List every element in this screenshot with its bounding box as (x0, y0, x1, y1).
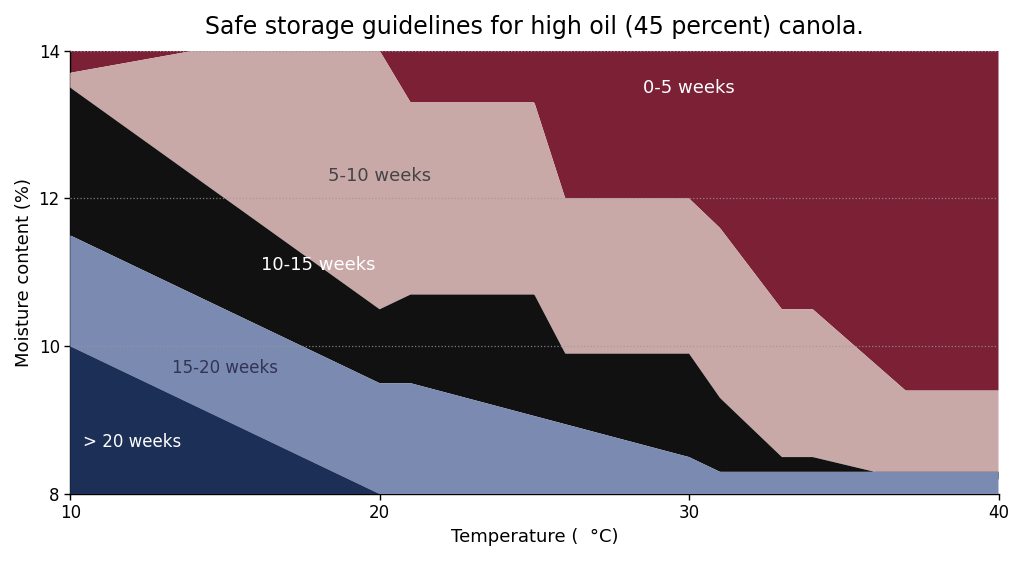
Polygon shape (71, 236, 998, 494)
Title: Safe storage guidelines for high oil (45 percent) canola.: Safe storage guidelines for high oil (45… (205, 15, 863, 39)
Polygon shape (71, 346, 998, 494)
Text: 5-10 weeks: 5-10 weeks (328, 167, 431, 185)
Text: 10-15 weeks: 10-15 weeks (260, 256, 375, 274)
Text: > 20 weeks: > 20 weeks (83, 433, 181, 451)
Polygon shape (71, 88, 998, 479)
X-axis label: Temperature (  °C): Temperature ( °C) (451, 528, 618, 546)
Polygon shape (71, 50, 998, 390)
Polygon shape (71, 50, 998, 479)
Text: 15-20 weeks: 15-20 weeks (172, 360, 278, 378)
Y-axis label: Moisture content (%): Moisture content (%) (15, 178, 33, 367)
Text: 0-5 weeks: 0-5 weeks (643, 79, 735, 96)
